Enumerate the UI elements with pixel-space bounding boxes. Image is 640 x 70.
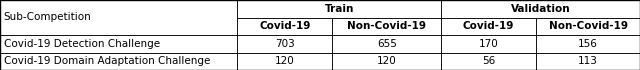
Text: Non-Covid-19: Non-Covid-19	[348, 21, 426, 31]
Bar	[237, 18, 332, 35]
Bar	[441, 52, 536, 70]
Bar	[0, 35, 237, 52]
Bar	[332, 35, 441, 52]
Text: Sub-Competition: Sub-Competition	[4, 13, 92, 22]
Text: 113: 113	[578, 56, 598, 66]
Text: 170: 170	[479, 39, 499, 49]
Bar	[332, 52, 441, 70]
Text: 703: 703	[275, 39, 295, 49]
Bar	[237, 52, 332, 70]
Text: 156: 156	[578, 39, 598, 49]
Bar	[237, 0, 441, 18]
Text: Train: Train	[324, 4, 354, 14]
Bar	[237, 35, 332, 52]
Bar	[536, 35, 640, 52]
Bar	[441, 35, 536, 52]
Text: Covid-19 Domain Adaptation Challenge: Covid-19 Domain Adaptation Challenge	[4, 56, 210, 66]
Text: Covid-19 Detection Challenge: Covid-19 Detection Challenge	[4, 39, 160, 49]
Text: Covid-19: Covid-19	[259, 21, 310, 31]
Bar	[332, 18, 441, 35]
Bar	[0, 0, 237, 35]
Text: Validation: Validation	[511, 4, 570, 14]
Bar	[536, 18, 640, 35]
Bar	[441, 0, 640, 18]
Text: Covid-19: Covid-19	[463, 21, 515, 31]
Text: 655: 655	[377, 39, 397, 49]
Text: 56: 56	[482, 56, 495, 66]
Text: 120: 120	[377, 56, 397, 66]
Text: 120: 120	[275, 56, 295, 66]
Bar	[441, 18, 536, 35]
Text: Non-Covid-19: Non-Covid-19	[548, 21, 628, 31]
Bar	[536, 52, 640, 70]
Bar	[0, 52, 237, 70]
